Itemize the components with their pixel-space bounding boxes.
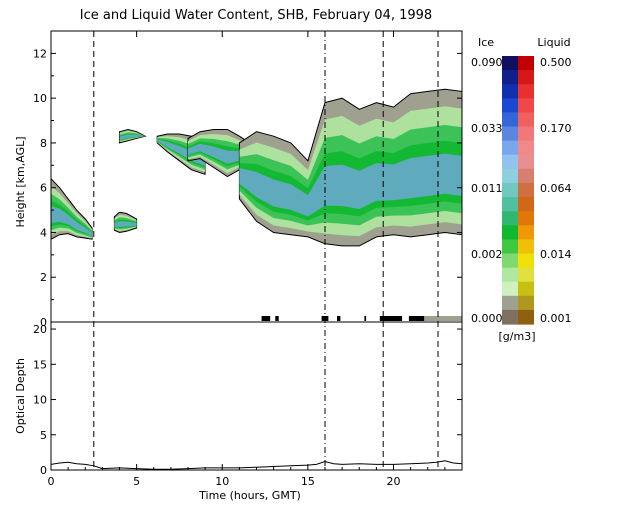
liquid-swatch-14 xyxy=(518,253,534,269)
precip-tick-5 xyxy=(379,316,403,321)
cloud-layer-4-band-3 xyxy=(188,143,250,173)
ice-swatch-15 xyxy=(502,267,518,283)
cloud-layer-5-band-3 xyxy=(239,153,462,217)
ice-label-1: 0.033 xyxy=(471,122,503,135)
ice-swatch-4 xyxy=(502,112,518,128)
liquid-label-2: 0.064 xyxy=(540,182,572,195)
ice-swatch-18 xyxy=(502,309,518,325)
bot-ytick-label-4: 20 xyxy=(33,323,47,336)
liquid-header: Liquid xyxy=(537,36,570,49)
liquid-swatch-13 xyxy=(518,239,534,255)
liquid-label-4: 0.001 xyxy=(540,312,572,325)
ice-swatch-10 xyxy=(502,197,518,212)
liquid-swatch-1 xyxy=(518,70,534,85)
top-ytick-label-4: 8 xyxy=(40,137,47,150)
ice-swatch-17 xyxy=(502,295,518,311)
ice-swatch-9 xyxy=(502,182,518,198)
top-ytick-label-6: 12 xyxy=(33,47,47,60)
liquid-swatch-17 xyxy=(518,295,534,311)
ice-label-4: 0.000 xyxy=(471,312,503,325)
ice-swatch-6 xyxy=(502,140,518,156)
top-ytick-label-3: 6 xyxy=(40,182,47,195)
bot-ytick-label-2: 10 xyxy=(33,394,47,407)
chart-title: Ice and Liquid Water Content, SHB, Febru… xyxy=(80,8,432,23)
ice-swatch-2 xyxy=(502,84,518,99)
ice-label-3: 0.002 xyxy=(471,248,503,261)
ice-swatch-8 xyxy=(502,168,518,184)
xtick-label-2: 10 xyxy=(215,475,229,488)
liquid-swatch-6 xyxy=(518,140,534,156)
ice-label-0: 0.090 xyxy=(471,56,503,69)
ice-swatch-7 xyxy=(502,154,518,170)
colorbar: Ice Liquid [g/m3] 0.090 0.033 0.011 0.002 0.… xyxy=(471,36,572,343)
optical-depth-line xyxy=(50,460,463,470)
liquid-swatch-9 xyxy=(518,182,534,198)
ice-swatch-14 xyxy=(502,253,518,269)
top-ytick-label-2: 4 xyxy=(40,226,47,239)
cloud-layer-2-band-3 xyxy=(119,134,146,140)
ice-swatch-1 xyxy=(502,70,518,85)
ice-label-2: 0.011 xyxy=(471,182,503,195)
ice-swatch-12 xyxy=(502,225,518,240)
liquid-label-1: 0.170 xyxy=(540,122,572,135)
xtick-label-4: 20 xyxy=(387,475,401,488)
top-ytick-label-5: 10 xyxy=(33,92,47,105)
liquid-swatch-12 xyxy=(518,225,534,240)
ice-header: Ice xyxy=(478,36,494,49)
title-text: Ice and Liquid Water Content, SHB, Febru… xyxy=(80,8,432,23)
top-y-axis-label: Height [km,AGL] xyxy=(14,136,27,227)
liquid-swatch-3 xyxy=(518,98,534,113)
x-axis-label: Time (hours, GMT) xyxy=(198,489,301,502)
precip-tick-4 xyxy=(364,316,367,321)
bottom-panel-frame xyxy=(50,321,463,471)
bottom-y-axis-label: Optical Depth xyxy=(14,358,27,434)
precip-tick-1 xyxy=(275,316,279,321)
liquid-swatch-8 xyxy=(518,168,534,184)
precip-tick-0 xyxy=(261,316,271,321)
liquid-label-0: 0.500 xyxy=(540,56,572,69)
colorbar-unit: [g/m3] xyxy=(499,330,536,343)
liquid-swatch-0 xyxy=(518,56,534,71)
axis-titles: Time (hours, GMT) Height [km,AGL] Optica… xyxy=(14,136,301,502)
liquid-swatch-18 xyxy=(518,309,534,325)
cloud-layer-0-band-3 xyxy=(51,205,93,237)
ice-swatch-5 xyxy=(502,126,518,142)
xtick-label-3: 15 xyxy=(301,475,315,488)
bottom-panel: 0 5 10 15 20 0 5 10 15 20 xyxy=(33,321,463,488)
bot-ytick-label-1: 5 xyxy=(40,429,47,442)
liquid-swatch-5 xyxy=(518,126,534,142)
liquid-swatch-15 xyxy=(518,267,534,283)
liquid-swatch-4 xyxy=(518,112,534,128)
top-ytick-label-0: 0 xyxy=(40,316,47,329)
liquid-swatch-2 xyxy=(518,84,534,99)
ice-swatch-11 xyxy=(502,211,518,226)
liquid-swatch-10 xyxy=(518,197,534,212)
precip-tick-3 xyxy=(337,316,341,321)
liquid-swatch-7 xyxy=(518,154,534,170)
top-panel: 0 2 4 6 8 10 12 xyxy=(33,30,463,470)
bot-ytick-label-3: 15 xyxy=(33,358,47,371)
xtick-label-0: 0 xyxy=(48,475,55,488)
ice-swatch-3 xyxy=(502,98,518,113)
bot-ytick-label-0: 0 xyxy=(40,464,47,477)
xtick-label-1: 5 xyxy=(133,475,140,488)
cloud-layer-1-band-3 xyxy=(114,221,137,227)
precip-tick-6 xyxy=(408,316,425,321)
ice-swatch-16 xyxy=(502,281,518,297)
precip-tick-7 xyxy=(424,316,462,321)
top-ytick-label-1: 2 xyxy=(40,271,47,284)
liquid-swatch-16 xyxy=(518,281,534,297)
ice-swatch-13 xyxy=(502,239,518,255)
liquid-label-3: 0.014 xyxy=(540,248,572,261)
liquid-swatch-11 xyxy=(518,211,534,226)
ice-swatch-0 xyxy=(502,56,518,71)
